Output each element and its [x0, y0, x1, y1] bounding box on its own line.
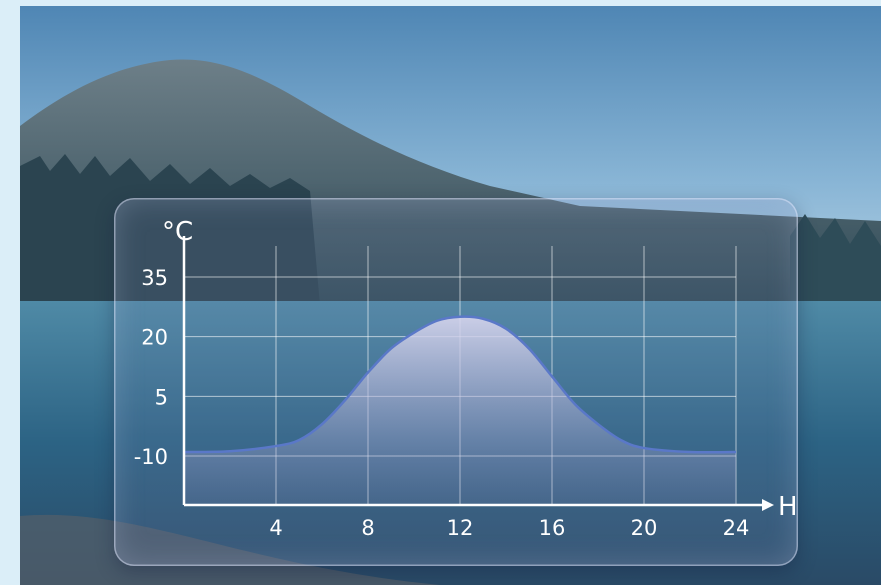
treeline-left — [20, 154, 320, 306]
treeline-right — [790, 214, 881, 306]
x-tick-label: 8 — [361, 516, 374, 540]
y-tick-label: -10 — [134, 445, 168, 469]
x-tick-label: 16 — [539, 516, 566, 540]
y-axis-label: °C — [162, 217, 193, 247]
y-tick-label: 20 — [141, 326, 168, 350]
temperature-line — [183, 315, 737, 454]
x-tick-label: 20 — [631, 516, 658, 540]
x-tick-label: 12 — [447, 516, 474, 540]
x-tick-label: 24 — [723, 516, 750, 540]
temperature-area — [184, 316, 736, 505]
x-tick-label: 4 — [269, 516, 282, 540]
chart-panel: °C H 4 8 12 16 20 24 35 20 5 -10 — [114, 198, 798, 566]
chart-frame: °C H 4 8 12 16 20 24 35 20 5 -10 — [20, 6, 881, 585]
background-landscape — [20, 6, 881, 585]
y-tick-label: 5 — [155, 385, 168, 409]
shore — [20, 514, 440, 585]
x-axis-label: H — [778, 492, 798, 522]
x-axis-arrow — [762, 499, 774, 511]
temperature-chart: °C H 4 8 12 16 20 24 35 20 5 -10 — [134, 217, 798, 540]
y-tick-label: 35 — [141, 266, 168, 290]
